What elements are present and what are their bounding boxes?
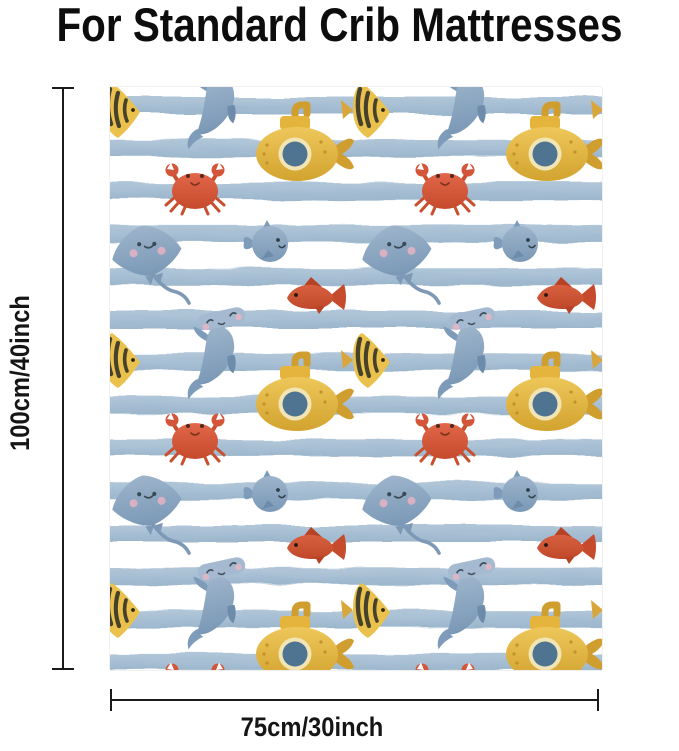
angelfish-icon bbox=[591, 333, 602, 388]
angelfish-icon bbox=[110, 333, 140, 388]
dimension-end-cap bbox=[110, 689, 112, 711]
height-dimension-line bbox=[52, 87, 74, 670]
blanket-stripe bbox=[110, 182, 602, 200]
angelfish-icon bbox=[341, 583, 390, 638]
blanket-stripe bbox=[110, 139, 602, 157]
dimension-end-cap bbox=[52, 668, 74, 670]
angelfish-icon bbox=[110, 87, 140, 138]
page-title: For Standard Crib Mattresses bbox=[56, 0, 623, 51]
blue-fish-icon bbox=[242, 469, 289, 513]
blanket-stripe bbox=[110, 311, 602, 328]
blanket-stripe bbox=[110, 525, 602, 542]
angelfish-icon bbox=[341, 87, 390, 138]
blanket-pattern-image bbox=[110, 87, 602, 670]
crab-icon bbox=[413, 410, 477, 466]
angelfish-icon bbox=[110, 583, 140, 638]
blanket-stripe bbox=[110, 268, 602, 286]
width-dimension-line bbox=[110, 689, 599, 711]
crab-icon bbox=[163, 160, 227, 216]
blanket-stripe bbox=[110, 567, 602, 585]
blanket-stripe bbox=[110, 482, 602, 500]
sea-pattern-svg bbox=[110, 87, 602, 670]
blanket-stripe bbox=[110, 653, 602, 670]
width-dimension-label: 75cm/30inch bbox=[240, 712, 384, 742]
blanket-stripe bbox=[110, 225, 602, 243]
angelfish-icon bbox=[591, 583, 602, 638]
dimension-end-cap bbox=[52, 87, 74, 89]
blanket-stripe bbox=[110, 439, 602, 457]
crab-icon bbox=[413, 160, 477, 216]
blanket-stripe bbox=[110, 396, 602, 414]
crab-icon bbox=[163, 410, 227, 466]
blue-fish-icon bbox=[492, 469, 539, 513]
dimension-end-cap bbox=[597, 689, 599, 711]
angelfish-icon bbox=[341, 333, 390, 388]
height-dimension-label: 100cm/40inch bbox=[5, 295, 35, 451]
